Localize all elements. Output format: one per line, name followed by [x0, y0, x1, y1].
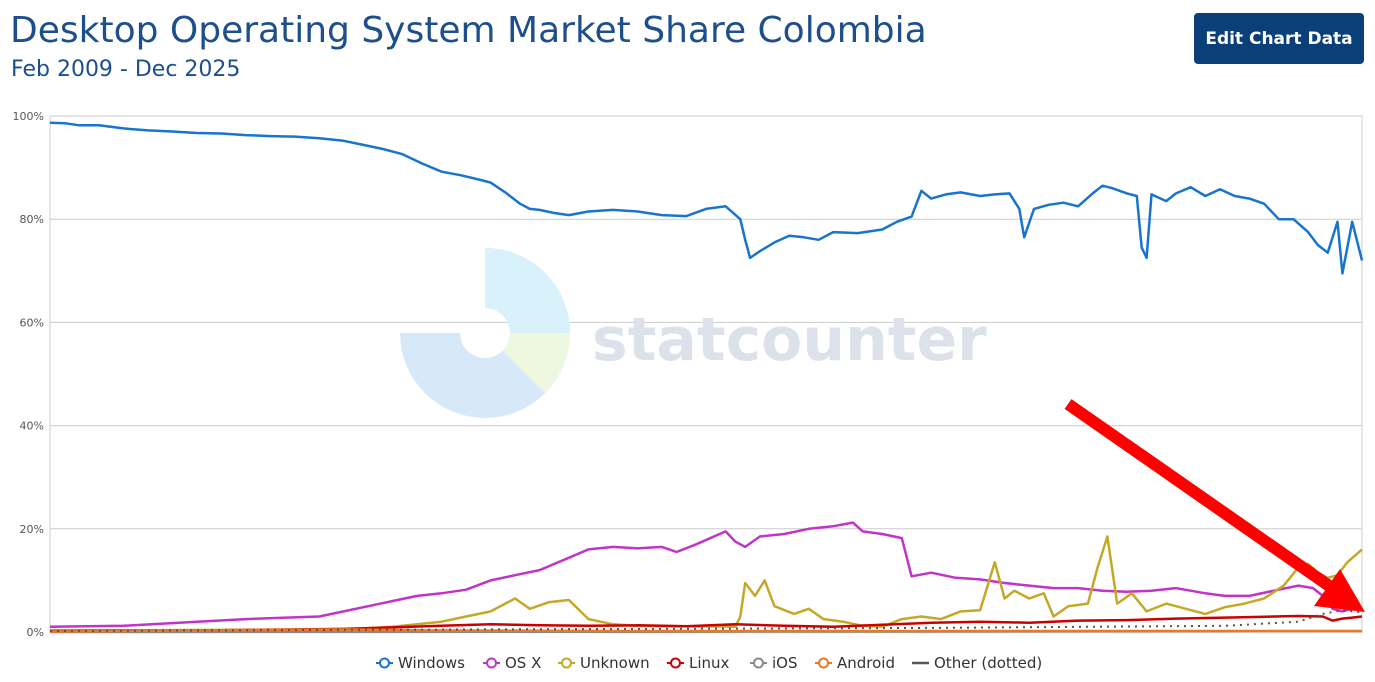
watermark-logo-segment-a	[485, 248, 570, 333]
y-tick-label: 80%	[20, 213, 44, 226]
legend-label-os-x: OS X	[505, 654, 541, 672]
y-tick-label: 40%	[20, 420, 44, 433]
legend-swatch-marker-ios	[753, 657, 764, 669]
legend-label-unknown: Unknown	[580, 654, 650, 672]
legend-label-windows: Windows	[398, 654, 465, 672]
y-tick-label: 20%	[20, 523, 44, 536]
watermark-logo-segment-b	[503, 333, 570, 393]
date-range-subtitle: Feb 2009 - Dec 2025	[11, 57, 241, 82]
series-line-other-dotted-	[49, 609, 1363, 632]
red-arrow-annotation	[1064, 399, 1365, 612]
legend-swatch-marker-windows	[379, 657, 390, 669]
watermark-text: statcounter	[592, 305, 987, 375]
legend-swatch-marker-unknown	[561, 657, 572, 669]
legend-label-linux: Linux	[689, 654, 730, 672]
series-line-linux	[49, 614, 1363, 633]
series-line-windows	[49, 121, 1364, 275]
series-line-unknown	[49, 535, 1363, 632]
page-title: Desktop Operating System Market Share Co…	[10, 10, 927, 51]
y-tick-label: 0%	[27, 626, 44, 639]
legend-swatch-marker-android	[818, 657, 829, 669]
red-arrow-head	[1314, 569, 1365, 612]
statcounter-watermark: statcounter	[400, 248, 987, 418]
y-tick-label: 100%	[13, 110, 44, 123]
red-arrow-shaft	[1064, 399, 1339, 595]
series-line-os-x	[49, 521, 1363, 629]
legend-label-ios: iOS	[772, 654, 798, 672]
legend-label-other-dotted-: Other (dotted)	[934, 654, 1042, 672]
legend-label-android: Android	[837, 654, 895, 672]
chart-series	[49, 121, 1364, 634]
legend-swatch-marker-linux	[670, 657, 681, 669]
chart-legend: Windows OS X Unknown Linux iOS Android Other (…	[376, 654, 1042, 672]
y-tick-label: 60%	[20, 316, 44, 329]
edit-chart-data-button[interactable]: Edit Chart Data	[1194, 13, 1364, 64]
legend-swatch-marker-os-x	[486, 657, 497, 669]
series-line-android	[49, 628, 1362, 633]
